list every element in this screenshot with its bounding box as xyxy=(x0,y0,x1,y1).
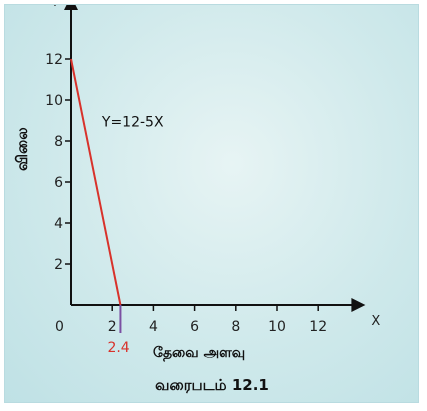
chart-figure: 2 4 6 8 10 12 2 4 6 8 10 12 X Y 0 Y=12-5X 2.4 தேவை அளவு வ… xyxy=(4,4,419,403)
y-axis-name: Y xyxy=(50,5,59,10)
x-tick-label: 8 xyxy=(231,319,240,335)
origin-label: 0 xyxy=(55,319,64,335)
y-tick-label: 10 xyxy=(45,93,63,109)
intercept-label: 2.4 xyxy=(107,340,129,356)
x-axis-name: X xyxy=(371,314,380,329)
ticks: 2 4 6 8 10 12 2 4 6 8 10 12 xyxy=(45,52,327,335)
y-tick-label: 4 xyxy=(54,216,63,232)
x-tick-label: 2 xyxy=(108,319,117,335)
y-tick-label: 2 xyxy=(54,257,63,273)
series-line-demand xyxy=(70,58,122,306)
labels: X Y 0 Y=12-5X 2.4 தேவை அளவு விலை வரைபடம் 12.1 xyxy=(13,5,380,394)
y-tick-label: 12 xyxy=(45,52,63,68)
y-tick-label: 8 xyxy=(54,134,63,150)
x-tick-label: 10 xyxy=(268,319,286,335)
series xyxy=(70,58,122,333)
x-axis-arrow xyxy=(351,298,366,312)
series-label: Y=12-5X xyxy=(101,115,164,131)
y-axis-arrow xyxy=(64,5,78,10)
demand-chart: 2 4 6 8 10 12 2 4 6 8 10 12 X Y 0 Y=12-5X 2.4 தேவை அளவு வ… xyxy=(13,5,380,394)
x-tick-label: 4 xyxy=(149,319,158,335)
y-tick-label: 6 xyxy=(54,175,63,191)
x-axis-label: தேவை அளவு xyxy=(153,345,245,362)
figure-caption: வரைபடம் 12.1 xyxy=(155,376,269,394)
x-tick-label: 6 xyxy=(190,319,199,335)
y-axis-label: விலை xyxy=(13,127,31,171)
x-tick-label: 12 xyxy=(309,319,327,335)
axes xyxy=(64,5,366,312)
